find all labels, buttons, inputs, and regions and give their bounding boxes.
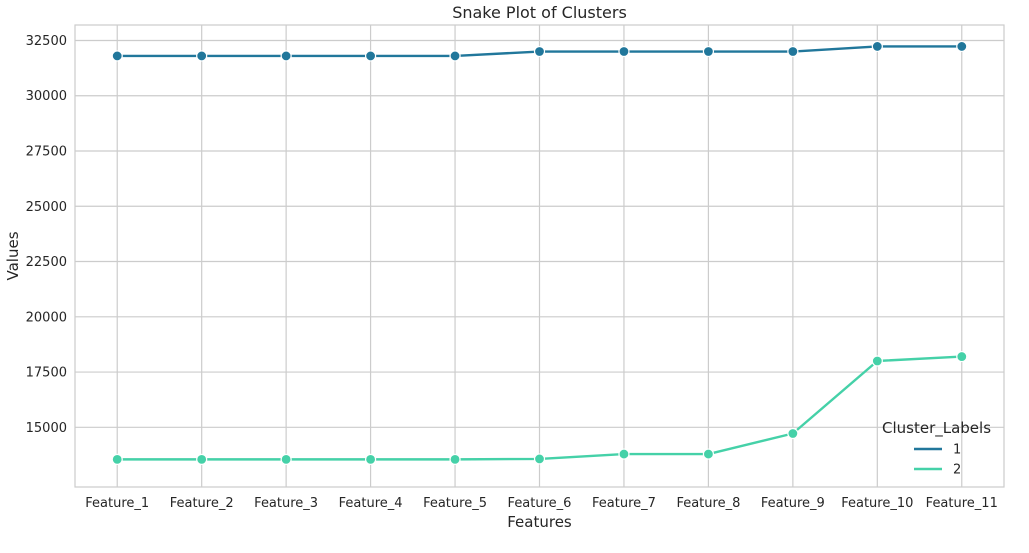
series-2-point — [533, 453, 546, 465]
series-1-point — [533, 45, 546, 58]
series-1-point — [111, 50, 123, 62]
series-1-point — [871, 40, 883, 53]
y-tick-label: 25000 — [26, 200, 67, 215]
x-tick-label: Feature_4 — [339, 496, 403, 511]
series-2-point — [364, 453, 377, 465]
x-tick-label: Feature_9 — [761, 496, 825, 511]
series-1-point — [280, 50, 292, 62]
y-tick-label: 30000 — [26, 89, 67, 104]
plot-frame — [74, 24, 1005, 488]
series-1-point — [196, 50, 208, 62]
series-layer — [111, 40, 968, 465]
x-tick-label: Feature_7 — [592, 496, 656, 511]
series-2-point — [618, 448, 630, 460]
x-tick-label: Feature_8 — [676, 496, 740, 511]
x-tick-label: Feature_5 — [423, 496, 487, 511]
legend-label-1: 1 — [953, 443, 961, 458]
series-2-point — [787, 427, 799, 440]
series-1-point — [618, 45, 630, 58]
y-tick-label: 20000 — [26, 310, 67, 325]
y-tick-label: 22500 — [26, 255, 67, 270]
series-2-point — [111, 453, 123, 465]
series-2-point — [280, 453, 292, 465]
legend-title: Cluster_Labels — [882, 419, 991, 438]
series-1-point — [956, 40, 968, 53]
series-1-point — [787, 45, 799, 58]
x-tick-label: Feature_10 — [841, 496, 913, 511]
y-tick-label: 15000 — [26, 421, 67, 436]
series-2-point — [702, 448, 715, 460]
y-axis-label: Values — [4, 231, 22, 280]
x-tick-label: Feature_6 — [508, 496, 572, 511]
series-1-point — [364, 50, 377, 62]
series-2-point — [449, 453, 461, 465]
grid-layer — [75, 25, 1004, 487]
series-1-point — [702, 45, 715, 58]
series-2-point — [956, 350, 968, 363]
series-1-point — [449, 50, 461, 62]
x-tick-label: Feature_11 — [926, 496, 998, 511]
legend-label-2: 2 — [953, 463, 961, 478]
series-2-point — [871, 355, 883, 367]
x-tick-label: Feature_1 — [85, 496, 149, 511]
series-2-point — [196, 453, 208, 465]
chart-title: Snake Plot of Clusters — [452, 3, 627, 22]
y-tick-label: 32500 — [26, 34, 67, 49]
y-tick-label: 17500 — [26, 366, 67, 381]
x-axis-label: Features — [507, 513, 572, 531]
legend: Cluster_Labels 1 2 — [882, 419, 991, 478]
ticks-layer: Feature_1 Feature_2 Feature_3 Feature_4 Feat… — [26, 34, 998, 511]
x-tick-label: Feature_2 — [170, 496, 234, 511]
y-tick-label: 27500 — [26, 145, 67, 160]
x-tick-label: Feature_3 — [254, 496, 318, 511]
